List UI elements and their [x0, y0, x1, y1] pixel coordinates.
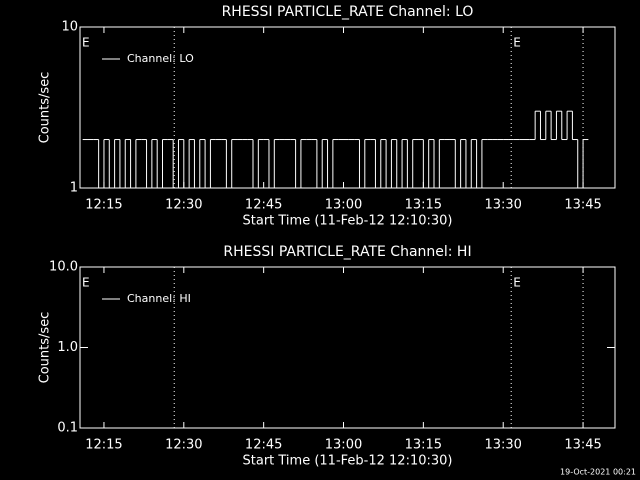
- x-tick-label: 12:30: [165, 438, 202, 453]
- annotation: E: [513, 36, 521, 50]
- x-axis-label: Start Time (11-Feb-12 12:10:30): [243, 454, 453, 469]
- x-tick-label: 13:30: [484, 198, 521, 213]
- annotation: E: [82, 36, 90, 50]
- legend-label: Channel: LO: [127, 52, 194, 65]
- y-tick-label: 1: [70, 181, 78, 196]
- y-tick-label: 10: [61, 20, 78, 35]
- x-tick-label: 13:00: [325, 198, 362, 213]
- y-tick-label: 10.0: [49, 260, 78, 275]
- x-tick-label: 13:15: [405, 198, 442, 213]
- x-tick-label: 12:45: [245, 438, 282, 453]
- x-tick-label: 12:30: [165, 198, 202, 213]
- y-axis-label: Counts/sec: [38, 312, 53, 384]
- plot-frame: [79, 26, 616, 189]
- annotation: E: [82, 276, 90, 290]
- x-tick-label: 12:45: [245, 198, 282, 213]
- annotation: E: [513, 276, 521, 290]
- x-tick-label: 13:30: [484, 438, 521, 453]
- x-tick-label: 12:15: [85, 438, 122, 453]
- x-tick-label: 13:45: [564, 198, 601, 213]
- chart-title: RHESSI PARTICLE_RATE Channel: LO: [222, 4, 474, 20]
- x-tick-label: 13:45: [564, 438, 601, 453]
- x-axis-label: Start Time (11-Feb-12 12:10:30): [243, 214, 453, 229]
- x-tick-label: 13:15: [405, 438, 442, 453]
- x-tick-label: 12:15: [85, 198, 122, 213]
- x-tick-label: 13:00: [325, 438, 362, 453]
- footer: 19-Oct-2021 00:21: [560, 468, 636, 477]
- chart-title: RHESSI PARTICLE_RATE Channel: HI: [223, 244, 471, 260]
- y-axis-label: Counts/sec: [38, 72, 53, 144]
- y-tick-label: 0.1: [57, 421, 78, 436]
- y-tick-label: 1.0: [57, 340, 78, 355]
- legend-label: Channel: HI: [127, 292, 191, 305]
